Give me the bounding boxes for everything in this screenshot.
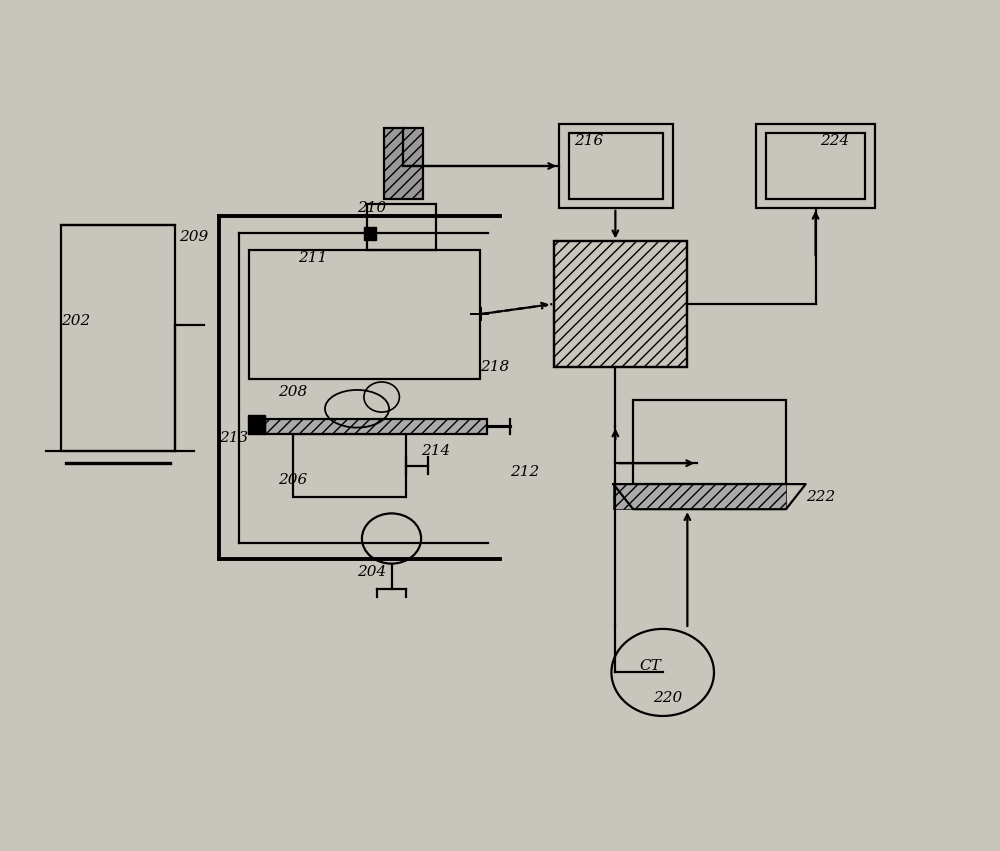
Bar bbox=[367, 203, 436, 249]
Text: 206: 206 bbox=[278, 473, 307, 487]
Bar bbox=[756, 124, 875, 208]
Text: 208: 208 bbox=[278, 386, 307, 399]
Text: 220: 220 bbox=[653, 691, 682, 705]
Text: 224: 224 bbox=[820, 134, 850, 148]
Text: 210: 210 bbox=[357, 201, 386, 215]
Bar bbox=[364, 227, 376, 240]
Text: 213: 213 bbox=[219, 431, 248, 445]
Text: 222: 222 bbox=[806, 490, 835, 504]
Text: CT: CT bbox=[639, 659, 661, 673]
Bar bbox=[248, 415, 265, 434]
Bar bbox=[559, 124, 673, 208]
Bar bbox=[569, 133, 663, 199]
Text: 214: 214 bbox=[421, 444, 450, 458]
Text: 211: 211 bbox=[298, 251, 327, 266]
Text: 204: 204 bbox=[357, 565, 386, 580]
Text: 212: 212 bbox=[510, 465, 539, 479]
Bar bbox=[766, 133, 865, 199]
Bar bbox=[265, 419, 487, 434]
Text: 202: 202 bbox=[61, 314, 90, 328]
Bar bbox=[633, 400, 786, 484]
Bar bbox=[61, 225, 175, 451]
Bar bbox=[249, 249, 480, 380]
Text: 218: 218 bbox=[480, 360, 510, 374]
Bar bbox=[613, 484, 786, 509]
Bar bbox=[293, 434, 406, 497]
Text: 209: 209 bbox=[180, 231, 209, 244]
Bar bbox=[554, 242, 687, 367]
Bar bbox=[384, 129, 423, 199]
Bar bbox=[554, 242, 687, 367]
Text: 216: 216 bbox=[574, 134, 603, 148]
